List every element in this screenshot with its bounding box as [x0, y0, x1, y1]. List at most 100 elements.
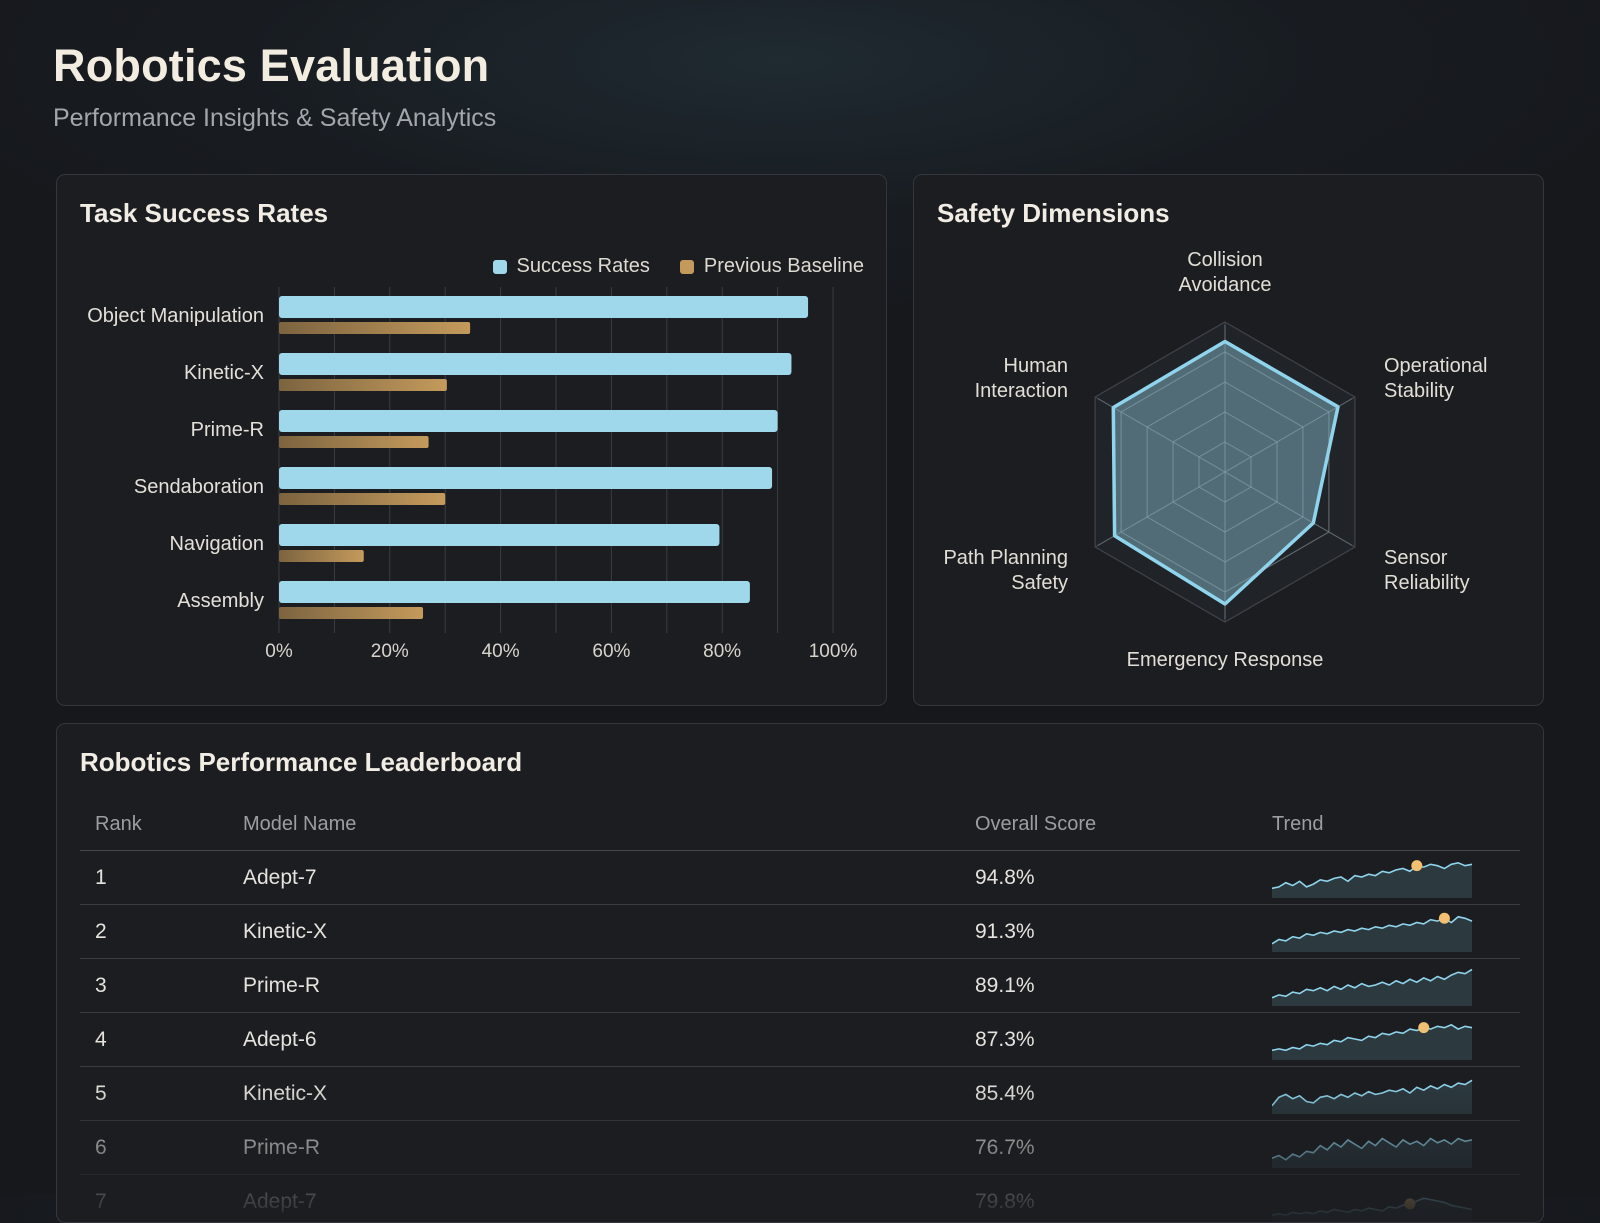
- score-cell: 85.4%: [975, 1082, 1035, 1105]
- trend-sparkline: [1272, 968, 1473, 1006]
- rank-cell: 4: [95, 1028, 107, 1051]
- column-header-model[interactable]: Model Name: [243, 813, 357, 835]
- model-name-cell: Kinetic-X: [243, 1082, 328, 1105]
- radar-axis-label: Collision Avoidance: [1178, 249, 1271, 296]
- trend-sparkline: [1272, 1079, 1473, 1114]
- trend-sparkline: [1272, 1022, 1473, 1060]
- trend-sparkline: [1272, 860, 1473, 898]
- table-row[interactable]: 3 Prime-R 89.1%: [80, 959, 1520, 1013]
- bar-baseline: [279, 322, 471, 334]
- bar-success: [279, 524, 720, 546]
- legend-swatch-success: [492, 259, 507, 274]
- sparkline-area: [1272, 862, 1472, 898]
- table-row[interactable]: 4 Adept-6 87.3%: [80, 1013, 1520, 1067]
- radar-axis-label: Emergency Response: [1127, 649, 1324, 671]
- score-cell: 94.8%: [975, 866, 1035, 889]
- legend-item-baseline[interactable]: Previous Baseline: [679, 255, 864, 278]
- score-cell: 91.3%: [975, 920, 1035, 943]
- radar-chart: Collision Avoidance Operational Stability Se…: [943, 249, 1487, 671]
- table-row[interactable]: 1 Adept-7 94.8%: [80, 851, 1520, 905]
- leaderboard-table: Rank Model Name Overall Score Trend 1 Ade…: [80, 802, 1520, 1222]
- bar-baseline: [279, 493, 446, 505]
- radar-chart-title: Safety Dimensions: [937, 198, 1170, 228]
- trend-sparkline: [1272, 912, 1473, 952]
- rank-cell: 5: [95, 1082, 107, 1105]
- radar-axis-label: Operational Stability: [1384, 355, 1487, 402]
- table-row[interactable]: 2 Kinetic-X 91.3%: [80, 905, 1520, 959]
- bar-success: [279, 296, 809, 318]
- radar-data-polygon: [1111, 339, 1340, 606]
- score-cell: 76.7%: [975, 1136, 1035, 1159]
- sparkline-marker: [1438, 912, 1450, 924]
- radar-inner-ring: [1146, 381, 1304, 563]
- model-name-cell: Prime-R: [243, 1136, 320, 1159]
- bar-success: [279, 581, 750, 603]
- model-name-cell: Kinetic-X: [243, 920, 328, 943]
- radar-inner-spoke: [1097, 471, 1226, 546]
- sparkline-marker: [1418, 1022, 1430, 1034]
- sparkline-marker: [1404, 1198, 1416, 1210]
- bar-success: [279, 410, 778, 432]
- task-success-card: Task Success Rates Success Rates Previou…: [56, 174, 887, 706]
- page-title: Robotics Evaluation: [53, 40, 490, 91]
- legend-label-success: Success Rates: [516, 255, 650, 277]
- table-row[interactable]: 5 Kinetic-X 85.4%: [80, 1067, 1520, 1121]
- sparkline-line: [1272, 1023, 1473, 1052]
- x-tick-label: 60%: [592, 641, 630, 662]
- sparkline-area: [1272, 916, 1472, 952]
- model-name-cell: Adept-7: [243, 866, 317, 889]
- rank-cell: 6: [95, 1136, 107, 1159]
- legend-label-baseline: Previous Baseline: [703, 255, 864, 277]
- model-name-cell: Adept-7: [243, 1190, 317, 1213]
- radar-inner-ring: [1120, 351, 1330, 593]
- radar-inner-spoke: [1224, 471, 1353, 546]
- category-label: Kinetic-X: [184, 362, 264, 384]
- x-tick-label: 20%: [371, 641, 409, 662]
- table-body: 1 Adept-7 94.8% 2 Kinetic-X 91.3% 3 Prime-R 89.1…: [80, 851, 1520, 1222]
- table-row[interactable]: 7 Adept-7 79.8%: [80, 1175, 1520, 1222]
- sparkline-line: [1272, 968, 1473, 999]
- x-tick-label: 40%: [482, 641, 520, 662]
- safety-dimensions-card: Safety Dimensions Collision Avoidance Oper…: [913, 174, 1544, 706]
- column-header-rank[interactable]: Rank: [95, 813, 142, 835]
- bar-chart-legend: Success Rates Previous Baseline: [492, 255, 864, 278]
- legend-item-success[interactable]: Success Rates: [492, 255, 650, 278]
- bar-baseline: [279, 379, 447, 391]
- score-cell: 79.8%: [975, 1190, 1035, 1213]
- sparkline-line: [1272, 915, 1473, 945]
- category-label: Prime-R: [191, 419, 264, 441]
- column-header-trend[interactable]: Trend: [1272, 813, 1324, 835]
- bar-success: [279, 467, 773, 489]
- category-label: Navigation: [169, 533, 264, 555]
- sparkline-marker: [1411, 860, 1423, 872]
- radar-inner-ring: [1198, 441, 1252, 503]
- rank-cell: 2: [95, 920, 107, 943]
- category-label: Assembly: [177, 590, 264, 612]
- radar-inner-spoke: [1097, 398, 1226, 473]
- trend-sparkline: [1272, 1137, 1473, 1168]
- bar-baseline: [279, 550, 364, 562]
- bar-success: [279, 353, 792, 375]
- radar-axis-label: Sensor Reliability: [1384, 547, 1470, 594]
- radar-axis-label: Path Planning Safety: [943, 547, 1068, 594]
- x-tick-label: 80%: [703, 641, 741, 662]
- category-label: Object Manipulation: [87, 305, 264, 327]
- table-row[interactable]: 6 Prime-R 76.7%: [80, 1121, 1520, 1175]
- bar-chart-title: Task Success Rates: [80, 198, 329, 228]
- rank-cell: 1: [95, 866, 107, 889]
- table-header: Rank Model Name Overall Score Trend: [80, 802, 1520, 851]
- rank-cell: 3: [95, 974, 107, 997]
- x-tick-label: 0%: [265, 641, 293, 662]
- leaderboard-card: Robotics Performance Leaderboard Rank Mo…: [56, 723, 1544, 1223]
- category-label: Sendaboration: [134, 476, 264, 498]
- sparkline-area: [1272, 1024, 1472, 1060]
- score-cell: 89.1%: [975, 974, 1035, 997]
- bar-chart: Object Manipulation Kinetic-X Prime-R Senda…: [87, 287, 857, 662]
- radar-axis-label: Human Interaction: [975, 355, 1068, 402]
- radar-inner-spoke: [1224, 398, 1353, 473]
- model-name-cell: Adept-6: [243, 1028, 317, 1051]
- legend-swatch-baseline: [679, 259, 694, 274]
- leaderboard-title: Robotics Performance Leaderboard: [80, 747, 523, 777]
- page-subtitle: Performance Insights & Safety Analytics: [53, 104, 497, 132]
- column-header-score[interactable]: Overall Score: [975, 813, 1097, 835]
